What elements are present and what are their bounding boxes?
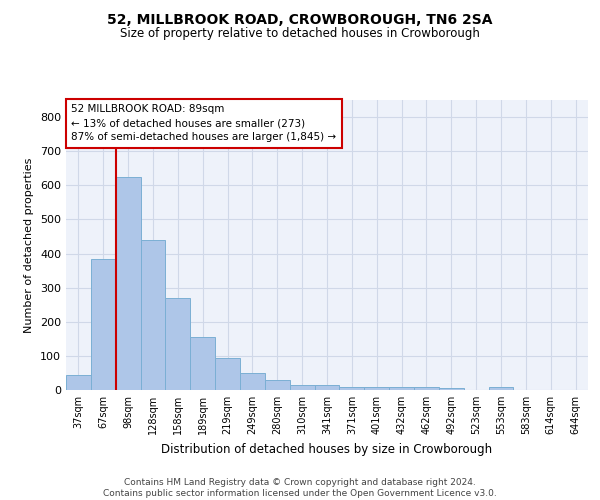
Text: Size of property relative to detached houses in Crowborough: Size of property relative to detached ho… [120, 28, 480, 40]
Bar [488, 386, 514, 390]
Bar [314, 385, 340, 390]
Bar [190, 337, 215, 390]
Bar [116, 177, 140, 390]
Bar [414, 386, 439, 390]
Bar [66, 374, 91, 390]
Y-axis label: Number of detached properties: Number of detached properties [25, 158, 34, 332]
Bar [265, 380, 290, 390]
Bar [290, 385, 314, 390]
Text: 52, MILLBROOK ROAD, CROWBOROUGH, TN6 2SA: 52, MILLBROOK ROAD, CROWBOROUGH, TN6 2SA [107, 12, 493, 26]
Bar [439, 388, 464, 390]
Bar [364, 386, 389, 390]
Bar [240, 373, 265, 390]
Bar [389, 386, 414, 390]
Bar [166, 298, 190, 390]
Bar [140, 240, 166, 390]
Text: 52 MILLBROOK ROAD: 89sqm
← 13% of detached houses are smaller (273)
87% of semi-: 52 MILLBROOK ROAD: 89sqm ← 13% of detach… [71, 104, 337, 142]
Bar [91, 258, 116, 390]
Bar [215, 358, 240, 390]
Text: Contains HM Land Registry data © Crown copyright and database right 2024.
Contai: Contains HM Land Registry data © Crown c… [103, 478, 497, 498]
Bar [340, 386, 364, 390]
Text: Distribution of detached houses by size in Crowborough: Distribution of detached houses by size … [161, 442, 493, 456]
